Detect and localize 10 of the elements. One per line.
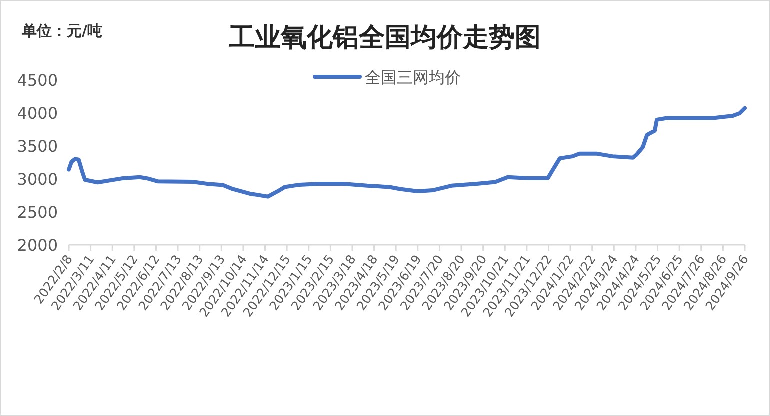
legend-label: 全国三网均价 bbox=[365, 68, 461, 87]
text: 单位：元/吨 bbox=[21, 22, 102, 40]
line-series bbox=[67, 106, 747, 199]
y-tick-label: 3000 bbox=[17, 170, 58, 189]
y-tick-label: 2500 bbox=[17, 203, 58, 222]
y-tick-label: 4000 bbox=[17, 104, 58, 123]
chart-title: 工业氧化铝全国均价走势图 bbox=[228, 23, 541, 53]
y-tick-label: 2000 bbox=[17, 236, 58, 255]
y-tick-label: 4500 bbox=[17, 71, 58, 90]
y-tick-label: 3500 bbox=[17, 137, 58, 156]
